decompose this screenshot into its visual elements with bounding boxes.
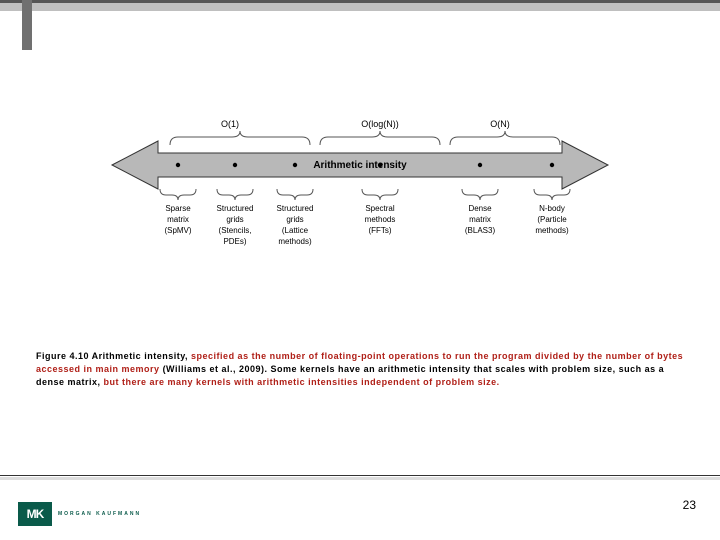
bottom-bracket (160, 189, 196, 200)
tick-dot (478, 163, 482, 167)
header-accent-tab (22, 0, 32, 50)
footer-rule (0, 475, 720, 476)
top-rule-light (0, 3, 720, 11)
diagram-svg: Arithmetic intensity O(1) O(log(N)) O(N) Spa… (100, 105, 620, 315)
tick-dot (550, 163, 554, 167)
page-number: 23 (683, 498, 696, 512)
arrow-band-label: Arithmetic intensity (313, 160, 407, 171)
bottom-bracket (534, 189, 570, 200)
complexity-label: O(log(N)) (361, 119, 399, 129)
tick-dot (233, 163, 237, 167)
tick-label-line: grids (286, 215, 303, 224)
tick-label-line: methods) (535, 226, 569, 235)
figure-caption: Figure 4.10 Arithmetic intensity, specif… (36, 350, 684, 389)
footer-rule-shadow (0, 477, 720, 480)
tick-label-line: Spectral (365, 204, 395, 213)
tick-label-line: (Particle (537, 215, 567, 224)
tick-label-line: Sparse (165, 204, 191, 213)
top-bracket (450, 131, 560, 145)
caption-lead: Figure 4.10 Arithmetic intensity, (36, 351, 191, 361)
tick-label-line: (Lattice (282, 226, 309, 235)
tick-label-line: N-body (539, 204, 565, 213)
bottom-bracket (277, 189, 313, 200)
logo-publisher-text: MORGAN KAUFMANN (58, 511, 141, 517)
publisher-logo: MK MORGAN KAUFMANN (18, 502, 141, 526)
tick-label-line: matrix (469, 215, 491, 224)
caption-red-2: but there are many kernels with arithmet… (104, 377, 500, 387)
arithmetic-intensity-diagram: Arithmetic intensity O(1) O(log(N)) O(N) Spa… (100, 105, 620, 315)
top-bracket (320, 131, 440, 145)
tick-label-line: Dense (468, 204, 492, 213)
tick-dot (293, 163, 297, 167)
tick-label-line: (SpMV) (164, 226, 191, 235)
bottom-bracket (362, 189, 398, 200)
tick-label-line: (BLAS3) (465, 226, 496, 235)
bottom-bracket (462, 189, 498, 200)
tick-label-line: PDEs) (223, 237, 246, 246)
bottom-bracket (217, 189, 253, 200)
tick-dot (176, 163, 180, 167)
tick-label-line: grids (226, 215, 243, 224)
tick-label-line: Structured (277, 204, 314, 213)
tick-label-line: (FFTs) (368, 226, 391, 235)
logo-mark: MK (18, 502, 52, 526)
tick-label-line: matrix (167, 215, 189, 224)
complexity-label: O(1) (221, 119, 239, 129)
complexity-label: O(N) (490, 119, 510, 129)
tick-label-line: methods (365, 215, 396, 224)
tick-dot (378, 163, 382, 167)
tick-label-line: (Stencils, (219, 226, 252, 235)
tick-label-line: methods) (278, 237, 312, 246)
top-bracket (170, 131, 310, 145)
tick-label-line: Structured (217, 204, 254, 213)
